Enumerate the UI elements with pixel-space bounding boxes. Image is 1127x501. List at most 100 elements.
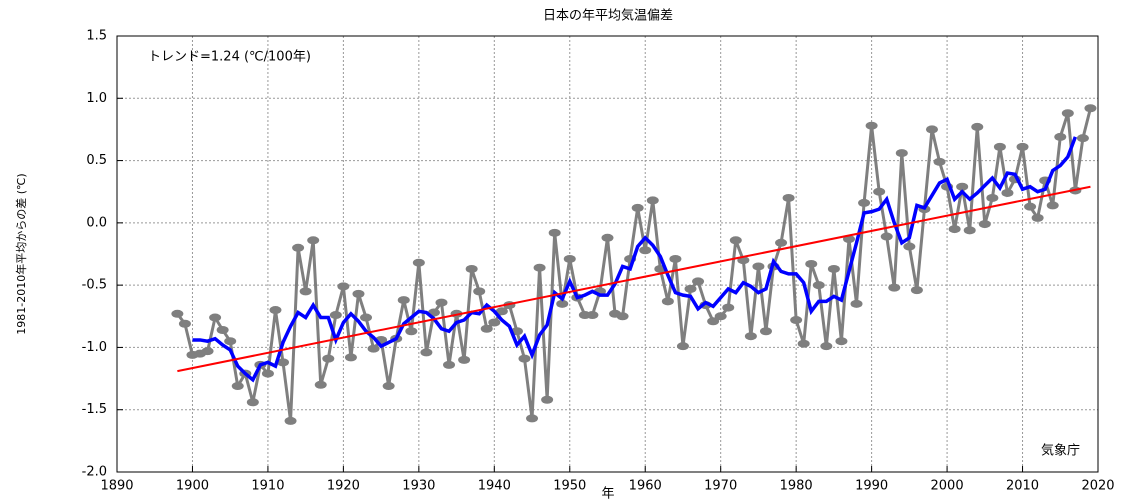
data-point — [631, 203, 644, 212]
data-point — [458, 355, 471, 364]
x-axis-label: 年 — [601, 487, 614, 501]
data-point — [993, 142, 1006, 151]
x-tick-label: 1950 — [553, 479, 586, 494]
data-point — [1076, 134, 1089, 143]
data-point — [812, 281, 825, 290]
data-point — [246, 398, 259, 407]
data-point — [360, 313, 373, 322]
data-point — [533, 263, 546, 272]
data-point — [790, 316, 803, 325]
data-point — [586, 311, 599, 320]
data-point — [473, 287, 486, 296]
data-point — [873, 187, 886, 196]
data-point — [171, 309, 184, 318]
data-point — [888, 283, 901, 292]
data-point — [775, 238, 788, 247]
data-point — [178, 319, 191, 328]
data-point — [299, 287, 312, 296]
data-point — [722, 303, 735, 312]
data-point — [216, 325, 229, 334]
data-point — [307, 236, 320, 245]
data-point — [684, 284, 697, 293]
data-point — [601, 233, 614, 242]
data-point — [314, 380, 327, 389]
data-point — [1024, 202, 1037, 211]
data-point — [465, 264, 478, 273]
credit: 気象庁 — [1041, 443, 1080, 459]
data-point — [692, 277, 705, 286]
data-point — [910, 286, 923, 295]
data-point — [752, 262, 765, 271]
data-point — [352, 289, 365, 298]
data-point — [797, 339, 810, 348]
data-point — [224, 337, 237, 346]
x-tick-label: 1890 — [100, 479, 133, 494]
data-point — [1084, 104, 1097, 113]
data-point — [925, 125, 938, 134]
data-point — [820, 342, 833, 351]
data-point — [646, 196, 659, 205]
data-point — [518, 354, 531, 363]
data-point — [277, 358, 290, 367]
data-point — [858, 198, 871, 207]
data-point — [548, 228, 561, 237]
data-point — [850, 299, 863, 308]
data-point — [744, 332, 757, 341]
data-point — [759, 327, 772, 336]
y-axis-label: 1981-2010年平均からの差 (℃) — [14, 173, 28, 334]
data-point — [729, 236, 742, 245]
y-tick-label: 1.0 — [86, 91, 107, 106]
data-point — [209, 313, 222, 322]
x-tick-label: 2020 — [1081, 479, 1114, 494]
data-point — [261, 369, 274, 378]
x-tick-label: 1920 — [327, 479, 360, 494]
x-tick-label: 1980 — [780, 479, 813, 494]
data-point — [541, 395, 554, 404]
annotation: トレンド=1.24 (℃/100年) — [148, 50, 311, 65]
y-tick-label: -1.0 — [82, 340, 107, 355]
data-point — [412, 258, 425, 267]
plot-frame — [116, 35, 1099, 473]
data-point — [292, 243, 305, 252]
data-point — [344, 353, 357, 362]
x-tick-label: 2000 — [931, 479, 964, 494]
data-point — [948, 225, 961, 234]
data-point — [616, 312, 629, 321]
data-point — [933, 157, 946, 166]
data-point — [435, 298, 448, 307]
x-tick-label: 1940 — [478, 479, 511, 494]
data-point — [1016, 142, 1029, 151]
y-tick-label: -0.5 — [82, 278, 107, 293]
data-point — [231, 382, 244, 391]
data-point — [1031, 213, 1044, 222]
data-point — [1046, 201, 1059, 210]
series-line — [192, 136, 1077, 383]
data-point — [782, 193, 795, 202]
data-point — [963, 226, 976, 235]
data-point — [956, 182, 969, 191]
y-tick-label: 1.5 — [86, 29, 107, 44]
data-point — [903, 242, 916, 251]
x-tick-label: 1930 — [402, 479, 435, 494]
x-tick-label: 1900 — [176, 479, 209, 494]
data-point — [805, 259, 818, 268]
y-tick-label: -1.5 — [82, 402, 107, 417]
data-point — [329, 311, 342, 320]
data-point — [827, 264, 840, 273]
data-point — [269, 306, 282, 315]
series-line — [176, 107, 1092, 422]
data-point — [707, 317, 720, 326]
data-point — [480, 324, 493, 333]
x-tick-label: 1910 — [251, 479, 284, 494]
data-point — [367, 344, 380, 353]
data-point — [563, 254, 576, 263]
y-tick-label: -2.0 — [82, 465, 107, 480]
data-point — [382, 382, 395, 391]
x-tick-label: 2010 — [1006, 479, 1039, 494]
data-point — [714, 312, 727, 321]
data-point — [420, 348, 433, 357]
data-point — [201, 347, 214, 356]
data-point — [1001, 188, 1014, 197]
data-point — [676, 342, 689, 351]
